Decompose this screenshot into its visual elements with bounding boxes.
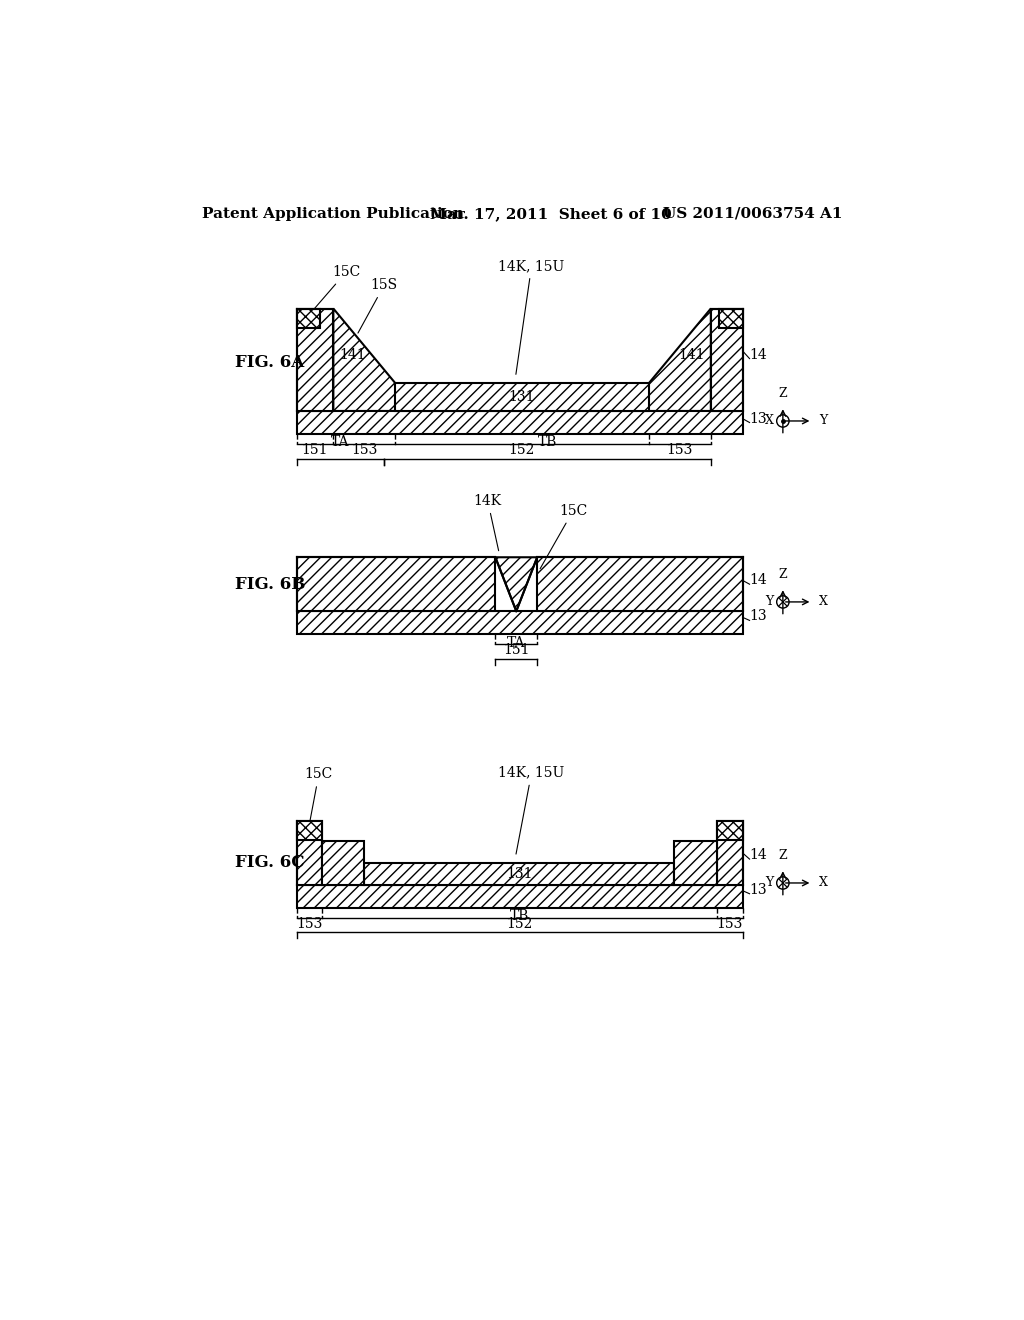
- Bar: [297, 821, 322, 884]
- Polygon shape: [649, 309, 711, 411]
- Bar: [717, 821, 742, 840]
- Text: Z: Z: [778, 849, 787, 862]
- Text: 14K, 15U: 14K, 15U: [499, 766, 564, 854]
- Text: 131: 131: [509, 391, 535, 404]
- Bar: [322, 841, 365, 884]
- Text: X: X: [765, 414, 773, 428]
- Text: 15C: 15C: [305, 767, 333, 825]
- Text: 14: 14: [750, 347, 767, 362]
- Bar: [538, 557, 742, 611]
- Text: Y: Y: [765, 876, 773, 890]
- Text: 131: 131: [506, 867, 532, 880]
- Text: Y: Y: [765, 595, 773, 609]
- Text: 153: 153: [296, 916, 323, 931]
- Text: 14K: 14K: [474, 494, 502, 550]
- Bar: [297, 821, 322, 840]
- Bar: [717, 821, 742, 884]
- Bar: [297, 309, 334, 411]
- Text: 151: 151: [301, 444, 328, 457]
- Bar: [297, 557, 496, 611]
- Text: 151: 151: [503, 643, 529, 657]
- Text: TA: TA: [331, 436, 349, 449]
- Bar: [297, 411, 742, 434]
- Text: 13: 13: [750, 883, 767, 896]
- Text: 152: 152: [506, 916, 532, 931]
- Text: Y: Y: [819, 414, 827, 428]
- Text: 15C: 15C: [309, 265, 360, 314]
- Bar: [297, 309, 321, 327]
- Text: TB: TB: [538, 436, 557, 449]
- Bar: [719, 309, 742, 327]
- Text: Z: Z: [778, 387, 787, 400]
- Text: Patent Application Publication: Patent Application Publication: [202, 207, 464, 220]
- Text: FIG. 6C: FIG. 6C: [234, 854, 304, 871]
- Text: 153: 153: [667, 444, 693, 457]
- Text: 152: 152: [509, 444, 535, 457]
- Bar: [297, 611, 742, 635]
- Bar: [297, 884, 742, 908]
- Bar: [395, 383, 649, 411]
- Text: Mar. 17, 2011  Sheet 6 of 10: Mar. 17, 2011 Sheet 6 of 10: [430, 207, 672, 220]
- Bar: [711, 309, 742, 411]
- Text: 14: 14: [750, 573, 767, 587]
- Text: 141: 141: [330, 855, 356, 870]
- Text: FIG. 6A: FIG. 6A: [234, 354, 304, 371]
- Text: 14K, 15U: 14K, 15U: [499, 259, 564, 375]
- Text: FIG. 6B: FIG. 6B: [234, 576, 305, 593]
- Text: X: X: [819, 595, 828, 609]
- Text: 13: 13: [750, 412, 767, 425]
- Text: 13: 13: [750, 610, 767, 623]
- Text: 14: 14: [750, 849, 767, 862]
- Text: 153: 153: [351, 444, 378, 457]
- Text: 141: 141: [678, 347, 705, 362]
- Text: 141: 141: [339, 347, 366, 362]
- Text: 15S: 15S: [358, 279, 397, 333]
- Bar: [675, 841, 717, 884]
- Text: Z: Z: [778, 568, 787, 581]
- Text: TA: TA: [507, 636, 525, 649]
- Text: 15C: 15C: [540, 504, 587, 569]
- Polygon shape: [334, 309, 395, 411]
- Text: 153: 153: [716, 916, 742, 931]
- Text: TB: TB: [510, 909, 529, 923]
- Text: X: X: [819, 876, 828, 890]
- Polygon shape: [496, 557, 538, 611]
- Bar: [365, 863, 675, 884]
- Text: US 2011/0063754 A1: US 2011/0063754 A1: [663, 207, 843, 220]
- Text: 141: 141: [682, 855, 709, 870]
